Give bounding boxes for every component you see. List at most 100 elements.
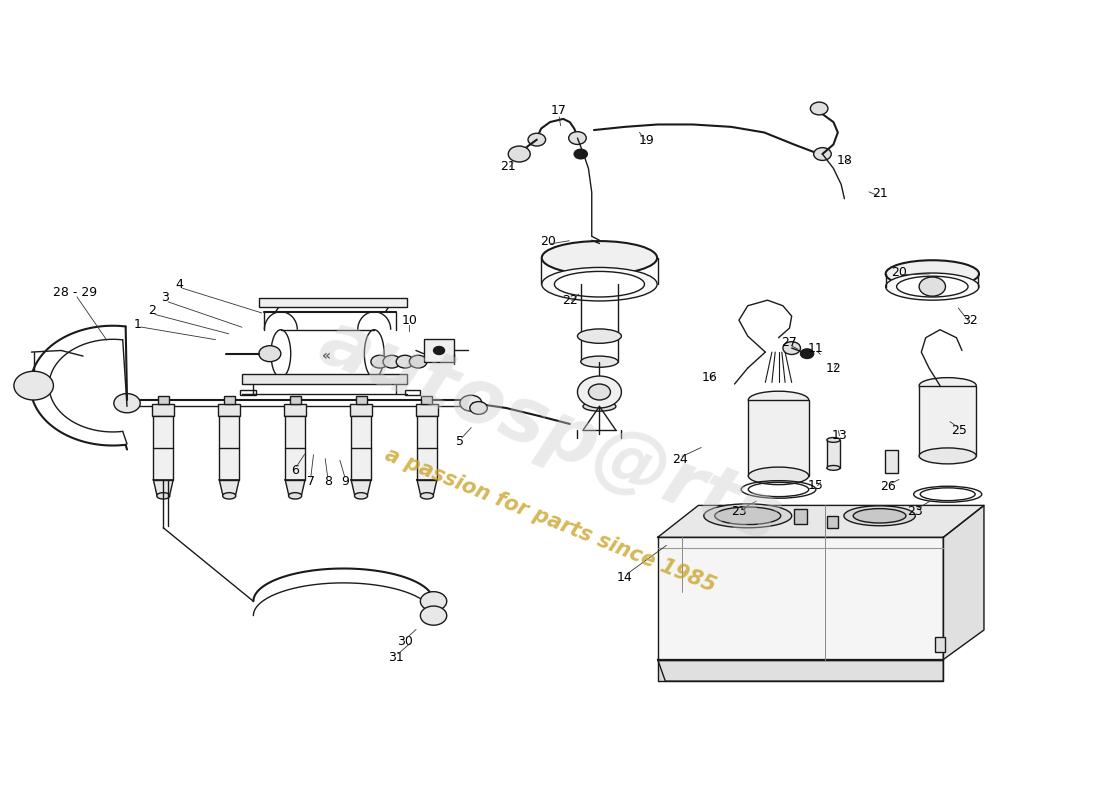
Polygon shape: [658, 659, 944, 681]
Bar: [219, 416, 239, 480]
Ellipse shape: [583, 402, 616, 411]
Text: 25: 25: [950, 424, 967, 437]
Ellipse shape: [844, 506, 915, 526]
Circle shape: [470, 402, 487, 414]
Circle shape: [396, 355, 414, 368]
Ellipse shape: [542, 267, 657, 301]
Text: 9: 9: [342, 475, 350, 488]
Ellipse shape: [886, 260, 979, 287]
Bar: [827, 440, 840, 468]
Circle shape: [920, 277, 946, 296]
Ellipse shape: [222, 493, 235, 499]
Text: 10: 10: [402, 314, 417, 326]
Bar: [152, 404, 174, 416]
Text: 16: 16: [702, 371, 717, 384]
Bar: [258, 298, 407, 307]
Bar: [285, 416, 305, 480]
Circle shape: [508, 146, 530, 162]
Ellipse shape: [354, 493, 367, 499]
Bar: [827, 516, 838, 528]
Ellipse shape: [886, 273, 979, 300]
Ellipse shape: [715, 507, 781, 525]
Polygon shape: [417, 480, 437, 494]
Text: 28 - 29: 28 - 29: [53, 286, 98, 298]
Circle shape: [574, 150, 587, 159]
Text: 17: 17: [551, 105, 566, 118]
Text: 18: 18: [836, 154, 852, 167]
Circle shape: [14, 371, 54, 400]
Circle shape: [528, 134, 546, 146]
Text: «: «: [321, 349, 330, 363]
Polygon shape: [153, 480, 173, 494]
Text: 6: 6: [292, 464, 299, 477]
Bar: [920, 386, 977, 456]
Text: 26: 26: [880, 480, 896, 493]
Circle shape: [578, 376, 621, 408]
Polygon shape: [658, 506, 984, 538]
Bar: [223, 396, 234, 404]
Bar: [242, 374, 407, 384]
Bar: [153, 416, 173, 480]
Circle shape: [433, 346, 444, 354]
Text: 24: 24: [672, 454, 688, 466]
Bar: [240, 390, 255, 395]
Text: 20: 20: [540, 235, 556, 248]
Ellipse shape: [578, 329, 621, 343]
Text: 23: 23: [906, 506, 923, 518]
Ellipse shape: [920, 448, 977, 464]
Circle shape: [814, 148, 832, 161]
Ellipse shape: [554, 271, 645, 297]
Ellipse shape: [748, 391, 808, 409]
Text: 22: 22: [562, 294, 578, 306]
Circle shape: [460, 395, 482, 411]
Circle shape: [569, 132, 586, 145]
Circle shape: [420, 592, 447, 611]
Bar: [405, 390, 420, 395]
Bar: [350, 404, 372, 416]
Ellipse shape: [920, 378, 977, 394]
Ellipse shape: [827, 466, 840, 470]
Text: 14: 14: [617, 570, 632, 584]
Bar: [289, 396, 300, 404]
Text: 13: 13: [833, 430, 848, 442]
Bar: [935, 637, 946, 651]
Text: a passion for parts since 1985: a passion for parts since 1985: [382, 444, 718, 595]
Polygon shape: [351, 480, 371, 494]
Text: 1: 1: [134, 318, 142, 330]
Circle shape: [409, 355, 427, 368]
Polygon shape: [285, 480, 305, 494]
Circle shape: [588, 384, 610, 400]
Ellipse shape: [827, 438, 840, 442]
Text: 20: 20: [891, 266, 908, 278]
Circle shape: [371, 355, 388, 368]
Ellipse shape: [704, 504, 792, 528]
Text: autosp@rts: autosp@rts: [308, 306, 792, 558]
Text: 4: 4: [176, 278, 184, 290]
Text: 11: 11: [808, 342, 824, 354]
Text: 3: 3: [162, 291, 169, 304]
Text: 27: 27: [782, 336, 797, 349]
Polygon shape: [944, 506, 984, 659]
Text: 5: 5: [455, 435, 464, 448]
Polygon shape: [658, 538, 944, 659]
Bar: [424, 339, 454, 362]
Bar: [417, 416, 437, 480]
Ellipse shape: [581, 356, 618, 367]
Circle shape: [811, 102, 828, 115]
Ellipse shape: [156, 493, 169, 499]
Bar: [218, 404, 240, 416]
Circle shape: [801, 349, 814, 358]
Ellipse shape: [854, 509, 906, 523]
Text: 2: 2: [148, 304, 156, 317]
Circle shape: [258, 346, 280, 362]
Bar: [284, 404, 306, 416]
Bar: [157, 396, 168, 404]
Text: 7: 7: [307, 475, 315, 488]
Text: 8: 8: [324, 475, 332, 488]
Ellipse shape: [420, 493, 433, 499]
Bar: [748, 400, 810, 476]
Polygon shape: [658, 659, 944, 681]
Bar: [886, 450, 899, 474]
Circle shape: [114, 394, 140, 413]
Text: 15: 15: [807, 479, 824, 492]
